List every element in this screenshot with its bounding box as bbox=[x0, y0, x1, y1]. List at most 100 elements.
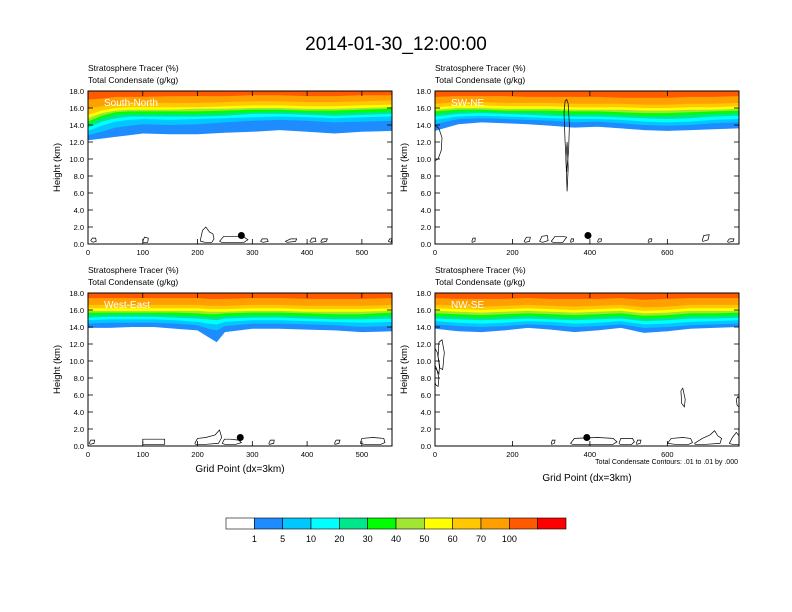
condensate-contour bbox=[636, 439, 642, 445]
colorbar-label: 10 bbox=[306, 534, 316, 544]
panel-label: South-North bbox=[104, 98, 158, 109]
condensate-contour bbox=[539, 235, 549, 243]
y-tick-label: 16.0 bbox=[416, 306, 431, 315]
colorbar-label: 5 bbox=[280, 534, 285, 544]
x-axis-label: Grid Point (dx=3km) bbox=[195, 464, 284, 475]
y-tick-label: 6.0 bbox=[74, 189, 84, 198]
y-axis-label: Height (km) bbox=[399, 143, 410, 192]
condensate-contour bbox=[435, 365, 440, 388]
y-tick-label: 0.0 bbox=[421, 442, 431, 451]
colorbar-swatch bbox=[367, 517, 397, 530]
condensate-contour bbox=[334, 439, 341, 445]
condensate-contour bbox=[647, 238, 653, 243]
panel-label: NW-SE bbox=[451, 300, 484, 311]
colorbar-swatch bbox=[509, 517, 538, 530]
colorbar-label: 50 bbox=[419, 534, 429, 544]
y-tick-label: 2.0 bbox=[74, 425, 84, 434]
x-tick-label: 600 bbox=[661, 248, 674, 257]
colorbar-swatch bbox=[395, 517, 425, 530]
x-tick-label: 500 bbox=[356, 248, 369, 257]
x-tick-label: 0 bbox=[433, 248, 437, 257]
condensate-contour bbox=[570, 238, 574, 243]
condensate-contour bbox=[142, 438, 166, 445]
x-tick-label: 400 bbox=[301, 248, 314, 257]
y-tick-label: 8.0 bbox=[74, 172, 84, 181]
condensate-contour bbox=[550, 439, 556, 445]
y-tick-label: 0.0 bbox=[74, 442, 84, 451]
y-tick-label: 2.0 bbox=[421, 425, 431, 434]
y-tick-label: 16.0 bbox=[69, 306, 84, 315]
condensate-contour bbox=[320, 238, 328, 243]
panels: Stratosphere Tracer (%) Total Condensate … bbox=[52, 63, 740, 484]
condensate-contour bbox=[260, 238, 269, 243]
condensate-contour bbox=[667, 437, 693, 445]
y-axis-label: Height (km) bbox=[399, 345, 410, 394]
y-tick-label: 12.0 bbox=[69, 340, 84, 349]
colorbar-swatch bbox=[254, 517, 283, 530]
y-tick-label: 18.0 bbox=[416, 289, 431, 298]
condensate-contour bbox=[309, 237, 317, 243]
y-tick-label: 2.0 bbox=[74, 223, 84, 232]
y-tick-label: 4.0 bbox=[74, 206, 84, 215]
y-tick-label: 8.0 bbox=[421, 172, 431, 181]
contour-note: Total Condensate Contours: .01 to .01 by… bbox=[595, 459, 738, 466]
panel-title-tracer: Stratosphere Tracer (%) bbox=[88, 63, 179, 73]
plot-frame bbox=[434, 90, 740, 245]
condensate-contour bbox=[680, 387, 686, 408]
y-tick-label: 12.0 bbox=[416, 138, 431, 147]
colorbar-label: 70 bbox=[476, 534, 486, 544]
x-tick-label: 300 bbox=[246, 450, 259, 459]
colorbar-label: 1 bbox=[252, 534, 257, 544]
colorbar-label: 60 bbox=[448, 534, 458, 544]
y-tick-label: 6.0 bbox=[421, 189, 431, 198]
condensate-contour bbox=[435, 348, 440, 375]
panel-title-tracer: Stratosphere Tracer (%) bbox=[435, 63, 526, 73]
x-tick-label: 300 bbox=[246, 248, 259, 257]
condensate-contour bbox=[199, 226, 215, 243]
colorbar-swatch bbox=[424, 517, 453, 530]
x-tick-label: 400 bbox=[584, 248, 597, 257]
plot-area bbox=[88, 293, 392, 446]
plot-frame bbox=[434, 292, 740, 447]
x-tick-label: 100 bbox=[137, 248, 150, 257]
condensate-contour bbox=[471, 237, 476, 243]
y-tick-label: 14.0 bbox=[416, 121, 431, 130]
location-marker bbox=[583, 434, 591, 441]
y-tick-label: 0.0 bbox=[421, 240, 431, 249]
x-tick-label: 100 bbox=[137, 450, 150, 459]
y-tick-label: 4.0 bbox=[421, 408, 431, 417]
location-marker bbox=[236, 434, 244, 441]
y-tick-label: 4.0 bbox=[74, 408, 84, 417]
colorbar-swatch bbox=[310, 517, 340, 530]
y-tick-label: 4.0 bbox=[421, 206, 431, 215]
colorbar-swatch bbox=[339, 517, 368, 530]
condensate-contour bbox=[268, 439, 275, 445]
panel-title-condensate: Total Condensate (g/kg) bbox=[88, 277, 178, 287]
condensate-contour bbox=[523, 236, 531, 243]
colorbar-swatch bbox=[480, 517, 510, 530]
y-axis-label: Height (km) bbox=[52, 345, 63, 394]
condensate-contour bbox=[728, 431, 739, 445]
y-tick-label: 14.0 bbox=[69, 121, 84, 130]
y-tick-label: 18.0 bbox=[416, 87, 431, 96]
x-tick-label: 500 bbox=[356, 450, 369, 459]
y-tick-label: 10.0 bbox=[69, 155, 84, 164]
y-tick-label: 14.0 bbox=[69, 323, 84, 332]
tracer-band-100 bbox=[435, 91, 739, 98]
location-marker bbox=[237, 232, 245, 239]
y-tick-label: 14.0 bbox=[416, 323, 431, 332]
panel-west-east: Stratosphere Tracer (%) Total Condensate … bbox=[52, 265, 393, 475]
condensate-contour bbox=[359, 437, 386, 445]
condensate-contour bbox=[285, 238, 298, 243]
plot-frame bbox=[87, 292, 393, 447]
y-tick-label: 8.0 bbox=[421, 374, 431, 383]
colorbar-label: 20 bbox=[334, 534, 344, 544]
panel-title-condensate: Total Condensate (g/kg) bbox=[88, 75, 178, 85]
colorbar-label: 100 bbox=[502, 534, 517, 544]
colorbar-label: 40 bbox=[391, 534, 401, 544]
x-axis-label: Grid Point (dx=3km) bbox=[542, 473, 631, 484]
y-tick-label: 16.0 bbox=[69, 104, 84, 113]
panel-sw-ne: Stratosphere Tracer (%) Total Condensate … bbox=[399, 63, 740, 257]
plot-area bbox=[88, 91, 392, 244]
location-marker bbox=[584, 232, 592, 239]
